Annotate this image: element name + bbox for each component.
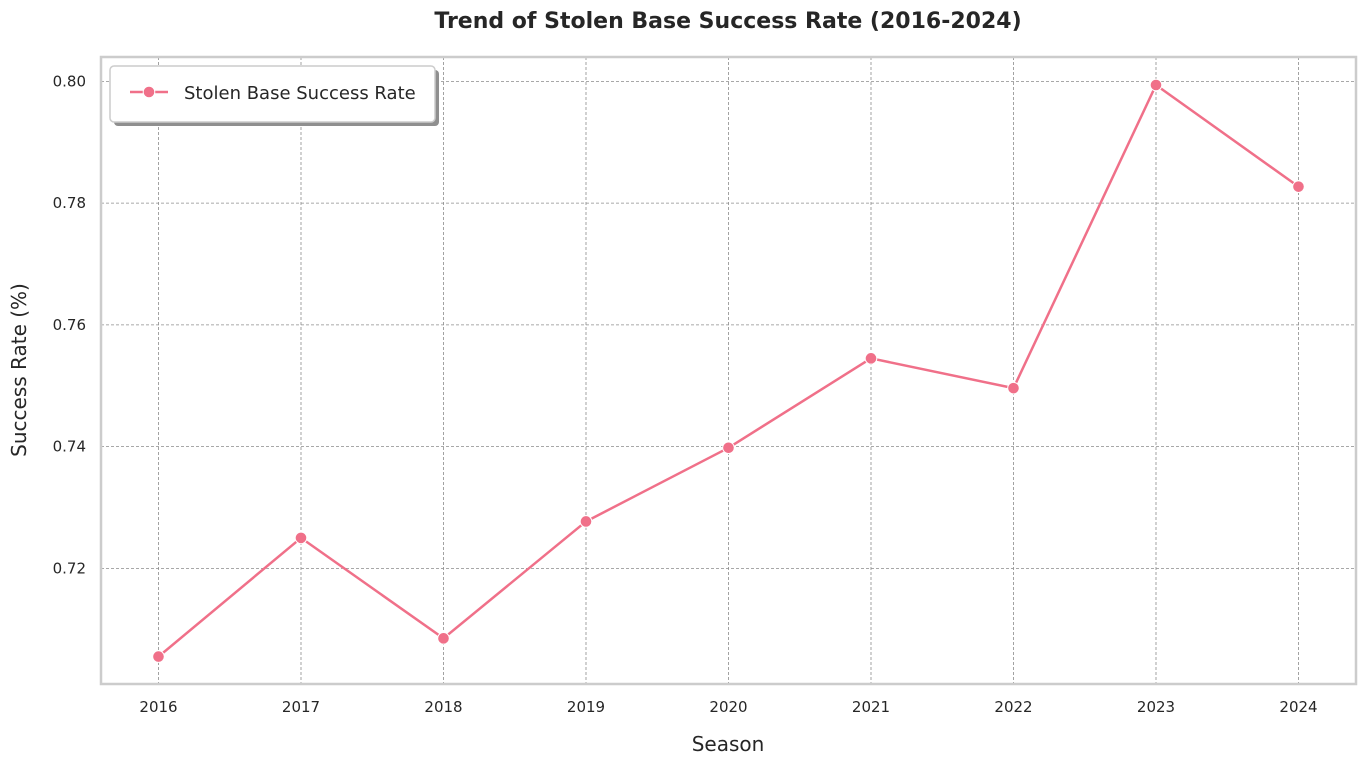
legend: Stolen Base Success Rate — [109, 65, 439, 126]
data-point — [1149, 78, 1163, 92]
y-axis-label: Success Rate (%) — [7, 283, 31, 457]
data-point — [579, 515, 593, 528]
x-tick-label: 2020 — [709, 698, 747, 716]
data-point — [1007, 381, 1020, 395]
x-tick-labels: 2016 2017 2018 2019 2020 2021 2022 2023 2024 — [139, 698, 1317, 716]
data-point — [294, 531, 308, 545]
x-tick-label: 2021 — [852, 698, 890, 716]
series-line — [157, 83, 1300, 658]
x-tick-label: 2023 — [1137, 698, 1175, 716]
chart-title: Trend of Stolen Base Success Rate (2016-… — [434, 9, 1021, 34]
y-tick-label: 0.74 — [53, 438, 86, 456]
x-tick-label: 2018 — [424, 698, 462, 716]
x-tick-label: 2017 — [282, 698, 320, 716]
x-axis-label: Season — [692, 732, 765, 756]
data-point — [437, 632, 450, 645]
plot-frame — [99, 55, 1358, 686]
x-tick-label: 2024 — [1279, 698, 1317, 716]
legend-box — [109, 65, 436, 123]
data-point — [864, 352, 878, 365]
grid — [101, 57, 1356, 684]
x-tick-label: 2022 — [994, 698, 1032, 716]
x-tick-label: 2016 — [139, 698, 177, 716]
x-tick-label: 2019 — [567, 698, 605, 716]
data-point — [152, 650, 165, 663]
legend-label: Stolen Base Success Rate — [184, 83, 416, 104]
y-tick-label: 0.78 — [53, 194, 86, 212]
y-tick-labels: 0.72 0.74 0.76 0.78 0.80 — [53, 72, 86, 577]
data-point — [722, 441, 735, 455]
data-point — [1292, 180, 1305, 193]
y-tick-label: 0.80 — [53, 72, 86, 90]
y-tick-label: 0.72 — [53, 559, 86, 577]
y-tick-label: 0.76 — [53, 316, 86, 334]
series-layer — [152, 78, 1305, 663]
legend-marker-swatch — [142, 85, 156, 99]
